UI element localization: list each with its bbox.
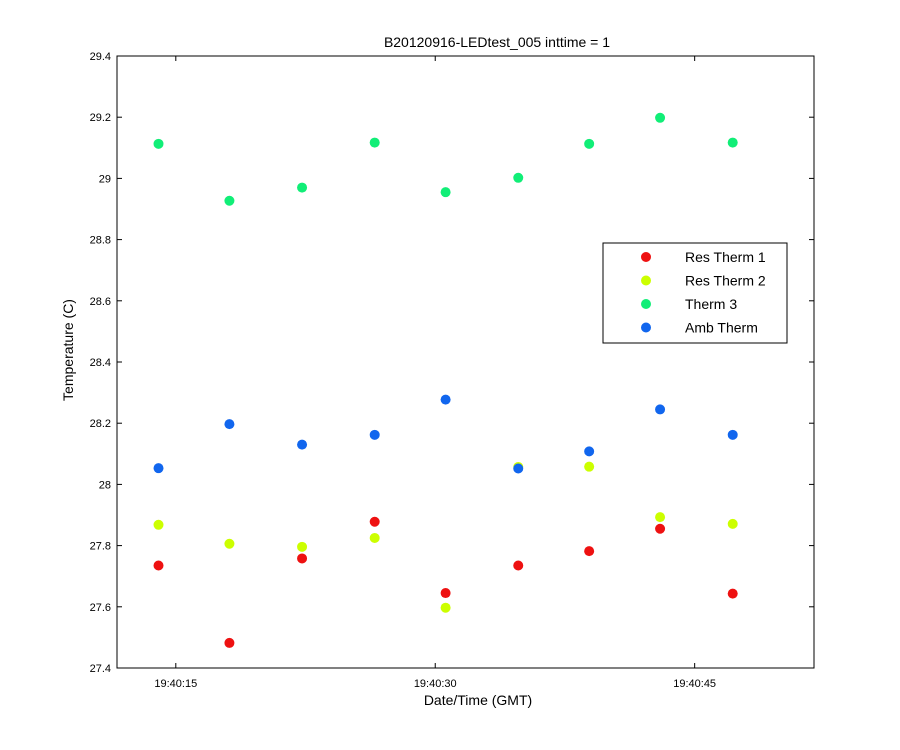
- y-tick-label: 29.2: [90, 112, 111, 124]
- data-point: [224, 538, 235, 549]
- data-points: [153, 112, 738, 648]
- x-tick-label: 19:40:15: [154, 678, 197, 690]
- data-point: [655, 404, 666, 415]
- data-point: [727, 518, 738, 529]
- data-point: [224, 195, 235, 206]
- legend-label: Amb Therm: [685, 320, 758, 336]
- y-tick-label: 28.4: [90, 357, 111, 369]
- data-point: [584, 546, 595, 557]
- data-point: [153, 138, 164, 149]
- legend-label: Therm 3: [685, 296, 737, 312]
- data-point: [440, 588, 451, 599]
- data-point: [655, 112, 666, 123]
- legend-label: Res Therm 2: [685, 273, 766, 289]
- legend: Res Therm 1 Res Therm 2 Therm 3 Amb Therm: [602, 242, 788, 344]
- data-point: [584, 461, 595, 472]
- y-tick-label: 27.6: [90, 602, 111, 614]
- x-tick-label: 19:40:30: [414, 678, 457, 690]
- data-point: [513, 172, 524, 183]
- chart-title: B20120916-LEDtest_005 inttime = 1: [384, 34, 610, 50]
- data-point: [655, 512, 666, 523]
- x-tick-label: 19:40:45: [673, 678, 716, 690]
- data-point: [440, 394, 451, 405]
- legend-marker: [641, 275, 651, 286]
- y-tick-label: 27.4: [90, 663, 111, 675]
- y-tick-label: 28: [99, 479, 111, 491]
- series-2: [153, 461, 738, 613]
- data-point: [369, 429, 380, 440]
- data-point: [153, 560, 164, 571]
- data-point: [369, 532, 380, 543]
- legend-item: Res Therm 1: [641, 249, 766, 265]
- legend-item: Therm 3: [641, 296, 737, 312]
- y-tick-label: 27.8: [90, 541, 111, 553]
- data-point: [297, 553, 308, 564]
- legend-marker: [641, 322, 651, 333]
- data-point: [224, 637, 235, 648]
- x-axis-label: Date/Time (GMT): [424, 692, 532, 708]
- legend-item: Amb Therm: [641, 320, 758, 336]
- y-tick-label: 29.4: [90, 51, 111, 63]
- data-point: [153, 463, 164, 474]
- data-point: [513, 463, 524, 474]
- legend-label: Res Therm 1: [685, 249, 766, 265]
- data-point: [727, 429, 738, 440]
- legend-marker: [641, 299, 651, 309]
- data-point: [440, 602, 451, 613]
- y-tick-label: 28.8: [90, 235, 111, 247]
- data-point: [584, 138, 595, 149]
- data-point: [440, 187, 451, 198]
- data-point: [655, 523, 666, 534]
- data-point: [297, 182, 308, 193]
- legend-box: [602, 242, 788, 344]
- data-point: [513, 560, 524, 571]
- data-point: [224, 419, 235, 430]
- data-point: [297, 439, 308, 450]
- plot-area: [116, 55, 815, 669]
- y-tick-label: 29: [99, 173, 111, 185]
- data-point: [297, 541, 308, 552]
- legend-marker: [641, 252, 651, 262]
- data-point: [727, 588, 738, 599]
- legend-item: Res Therm 2: [641, 273, 766, 289]
- data-point: [153, 519, 164, 530]
- data-point: [584, 446, 595, 457]
- data-point: [369, 516, 380, 527]
- series-3: [153, 112, 738, 206]
- series-4: [153, 394, 738, 474]
- y-tick-label: 28.6: [90, 296, 111, 308]
- y-axis-label: Temperature (C): [60, 299, 76, 401]
- data-point: [369, 137, 380, 148]
- axis-ticks: 27.4 27.6 27.8 28 28.2 28.4 28.6 28.8 29 29.2 29.4…: [90, 51, 814, 690]
- y-tick-label: 28.2: [90, 418, 111, 430]
- data-point: [727, 137, 738, 148]
- series-1: [153, 516, 738, 648]
